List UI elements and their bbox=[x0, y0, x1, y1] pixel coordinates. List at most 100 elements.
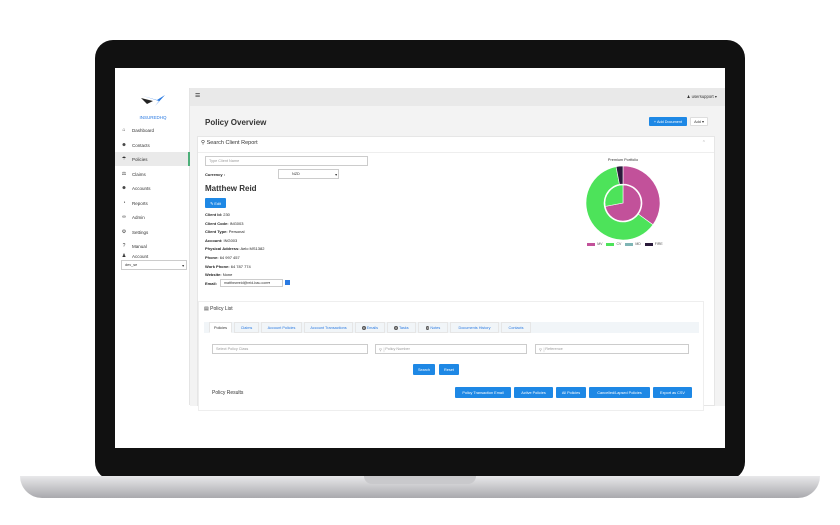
tab-account-transactions[interactable]: Account Transactions bbox=[304, 322, 353, 333]
umbrella-icon: ☂ bbox=[121, 156, 127, 162]
search-client-panel: ⚲ Search Client Report ⌃ Type Client Nam… bbox=[197, 136, 715, 411]
logo-text: INSUREDHQ bbox=[139, 115, 167, 120]
main-content: Policy Overview + Add Document Add ▾ ⚲ S… bbox=[190, 106, 725, 411]
tab-tasks[interactable]: 0 Tasks bbox=[387, 322, 416, 333]
tab-contacts[interactable]: Contacts bbox=[501, 322, 531, 333]
email-icon[interactable] bbox=[285, 280, 290, 285]
action-button-0[interactable]: Policy Transaction Email bbox=[455, 387, 511, 398]
logo: INSUREDHQ bbox=[135, 94, 171, 120]
policy-list-title: ▤ Policy List bbox=[204, 306, 233, 312]
sidebar-item-contacts[interactable]: ☻ Contacts bbox=[115, 138, 190, 152]
top-bar: ≡ ♟ usersupport ▾ bbox=[190, 88, 725, 106]
legend-swatch bbox=[606, 242, 615, 246]
tab-emails[interactable]: 0 Emails bbox=[355, 322, 385, 333]
search-button[interactable]: Search bbox=[413, 364, 435, 375]
client-field: Client Code: ING003 bbox=[205, 220, 244, 226]
action-button-2[interactable]: All Policies bbox=[556, 387, 586, 398]
page-title: Policy Overview bbox=[205, 118, 267, 127]
add-dropdown-button[interactable]: Add ▾ bbox=[690, 117, 708, 126]
policy-class-select[interactable]: Select Policy Class bbox=[212, 344, 368, 354]
client-name-input[interactable]: Type Client Name bbox=[205, 156, 368, 166]
sidebar-item-label: Account bbox=[132, 253, 149, 259]
link-icon: ∞ bbox=[122, 214, 126, 220]
reference-input[interactable]: ⚲ │ Reference bbox=[535, 344, 689, 354]
client-field: Account: ING003 bbox=[205, 237, 238, 243]
count-badge: 0 bbox=[361, 325, 366, 330]
menu-icon[interactable]: ≡ bbox=[195, 90, 201, 100]
sidebar-item-label: Manual bbox=[132, 243, 147, 249]
sidebar-item-label: Dashboard bbox=[132, 127, 155, 133]
question-icon: ? bbox=[122, 243, 126, 249]
laptop-base bbox=[20, 476, 820, 498]
sidebar-item-label: Settings bbox=[132, 229, 149, 235]
chart-title: Premium Portfolio bbox=[607, 158, 639, 162]
reports-icon: ◔ bbox=[122, 200, 126, 206]
sidebar-item-reports[interactable]: ◔ Reports bbox=[115, 196, 190, 210]
user-icon: ♟ bbox=[121, 253, 127, 259]
inner-slice-cv[interactable] bbox=[604, 184, 624, 207]
currency-label: Currency : bbox=[205, 172, 226, 177]
dashboard-icon: ⌂ bbox=[122, 127, 126, 133]
edit-button[interactable]: ✎ Edit bbox=[205, 198, 226, 208]
client-field: Client Id: 230 bbox=[205, 212, 230, 217]
sidebar-item-label: Contacts bbox=[132, 142, 150, 148]
account-select[interactable]: dev_se ▾ bbox=[121, 260, 187, 270]
users-icon: ☻ bbox=[121, 185, 127, 191]
sidebar-item-label: Claims bbox=[132, 171, 146, 177]
tab-documents-history[interactable]: Documents History bbox=[450, 322, 499, 333]
tab-policies[interactable]: Policies bbox=[209, 322, 232, 333]
search-client-title: ⚲ Search Client Report bbox=[201, 140, 258, 146]
client-name: Matthew Reid bbox=[205, 184, 257, 193]
client-field: Client Type: Personal bbox=[205, 229, 245, 235]
action-button-3[interactable]: Cancelled/Lapsed Policies bbox=[589, 387, 650, 398]
reset-button[interactable]: Reset bbox=[439, 364, 459, 375]
sidebar-item-policies[interactable]: ☂ Policies bbox=[115, 152, 190, 166]
email-label: Email: bbox=[205, 281, 218, 286]
legend-item-fire[interactable]: FIRE bbox=[641, 242, 663, 246]
count-badge: 0 bbox=[425, 325, 430, 330]
legend-item-md[interactable]: MD bbox=[621, 242, 641, 246]
legend-swatch bbox=[587, 242, 596, 246]
count-badge: 0 bbox=[394, 325, 398, 330]
currency-select[interactable]: NZD ▾ bbox=[278, 169, 339, 179]
sidebar-item-accounts[interactable]: ☻ Accounts bbox=[115, 181, 190, 195]
legend-swatch bbox=[625, 242, 634, 246]
sidebar-item-settings[interactable]: ⚙ Settings bbox=[115, 225, 190, 239]
tab-notes[interactable]: 0 Notes bbox=[418, 322, 448, 333]
sidebar-item-account[interactable]: ♟ Account bbox=[115, 249, 190, 263]
sidebar-item-admin[interactable]: ∞ Admin bbox=[115, 210, 190, 224]
sidebar: INSUREDHQ ⌂ Dashboard ☻ Contacts ☂ Policies ⚖ C… bbox=[115, 88, 190, 405]
action-button-1[interactable]: Active Policies bbox=[514, 387, 553, 398]
outer-slice-cv[interactable] bbox=[585, 166, 654, 241]
sidebar-item-dashboard[interactable]: ⌂ Dashboard bbox=[115, 123, 190, 137]
collapse-icon[interactable]: ⌃ bbox=[701, 140, 706, 146]
outer-slice-fire[interactable] bbox=[615, 165, 624, 185]
chart-legend: MV CV MD FIRE bbox=[563, 242, 683, 246]
legend-swatch bbox=[644, 242, 653, 246]
add-document-button[interactable]: + Add Document bbox=[649, 117, 687, 126]
sidebar-item-manual[interactable]: ? Manual bbox=[115, 239, 190, 253]
policy-number-input[interactable]: ⚲ │ Policy Number bbox=[375, 344, 527, 354]
screen: INSUREDHQ ⌂ Dashboard ☻ Contacts ☂ Policies ⚖ C… bbox=[115, 68, 725, 448]
action-button-4[interactable]: Export as CSV bbox=[653, 387, 692, 398]
sidebar-item-label: Reports bbox=[132, 200, 148, 206]
tab-claims[interactable]: Claims bbox=[234, 322, 259, 333]
sidebar-item-label: Accounts bbox=[132, 185, 151, 191]
user-menu[interactable]: ♟ usersupport ▾ bbox=[686, 94, 717, 99]
client-field: Work Phone: 64 787 774 bbox=[205, 263, 251, 269]
legend-item-mv[interactable]: MV bbox=[583, 242, 602, 246]
tab-account-policies[interactable]: Account Policies bbox=[261, 322, 302, 333]
sidebar-item-label: Admin bbox=[132, 214, 145, 220]
legend-item-cv[interactable]: CV bbox=[602, 242, 621, 246]
policy-results-title: Policy Results bbox=[212, 390, 244, 396]
laptop-notch bbox=[364, 476, 476, 484]
sidebar-item-claims[interactable]: ⚖ Claims bbox=[115, 167, 190, 181]
client-field: Website: None bbox=[205, 272, 233, 278]
gavel-icon: ⚖ bbox=[121, 171, 127, 177]
gear-icon: ⚙ bbox=[121, 229, 127, 235]
outer-slice-mv[interactable] bbox=[622, 165, 661, 226]
policy-tabs: Policies Claims Account Policies Account Tr… bbox=[204, 322, 699, 333]
email-select[interactable]: matthewreid@reid-bau.com ▾ bbox=[220, 279, 283, 287]
users-icon: ☻ bbox=[121, 142, 127, 148]
client-field: Phone: 64 997 457 bbox=[205, 255, 240, 260]
